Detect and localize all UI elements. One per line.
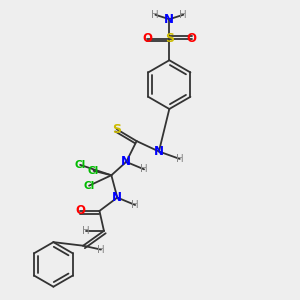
Text: N: N	[121, 155, 131, 168]
Text: H: H	[179, 10, 187, 20]
Text: H: H	[176, 154, 184, 164]
Text: O: O	[75, 204, 85, 218]
Text: Cl: Cl	[88, 166, 99, 176]
Text: H: H	[152, 10, 159, 20]
Text: H: H	[131, 200, 139, 210]
Text: Cl: Cl	[83, 181, 95, 191]
Text: S: S	[112, 123, 121, 136]
Text: O: O	[187, 32, 196, 45]
Text: N: N	[154, 145, 164, 158]
Text: H: H	[82, 226, 90, 236]
Text: N: N	[112, 191, 122, 204]
Text: O: O	[142, 32, 152, 45]
Text: Cl: Cl	[74, 160, 86, 170]
Text: H: H	[140, 164, 148, 174]
Text: H: H	[97, 244, 105, 255]
Text: N: N	[164, 13, 174, 26]
Text: S: S	[165, 32, 174, 45]
